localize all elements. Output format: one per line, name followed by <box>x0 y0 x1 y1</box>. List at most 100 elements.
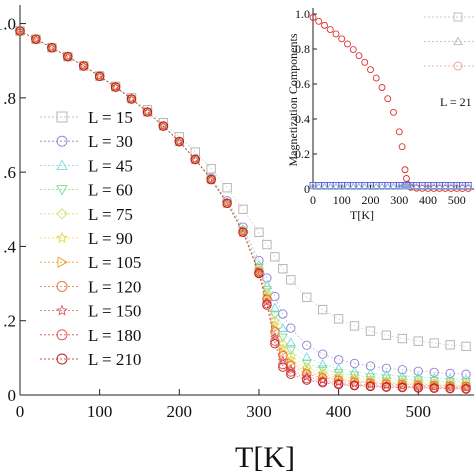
inset-y-tick-label: 0 <box>304 182 310 196</box>
data-point <box>94 70 105 81</box>
inset-data-point <box>366 182 375 190</box>
data-point <box>206 174 216 185</box>
data-point <box>397 382 407 393</box>
legend-marker <box>56 231 68 243</box>
data-point <box>317 359 328 368</box>
inset-data-point <box>401 166 409 174</box>
series-line <box>19 30 467 347</box>
inset-y-tick-label: 1.0 <box>295 7 310 21</box>
inset-data-point <box>389 182 398 190</box>
inset-data-point <box>315 17 323 25</box>
data-point <box>278 309 288 319</box>
data-point <box>278 359 288 370</box>
data-point <box>270 336 280 346</box>
inset-data-point <box>378 182 386 190</box>
inset-data-point <box>435 182 444 190</box>
legend-label: L = 90 <box>88 229 133 248</box>
data-point <box>285 346 296 356</box>
data-point <box>253 267 265 278</box>
data-point <box>286 369 296 379</box>
legend-marker <box>56 329 68 341</box>
x-tick-label: 100 <box>87 402 113 421</box>
data-point <box>158 120 169 131</box>
legend-label: L = 210 <box>88 350 141 369</box>
data-point <box>190 154 201 164</box>
inset-data-point <box>452 182 461 190</box>
inset-data-point <box>378 84 386 91</box>
data-point <box>190 154 200 165</box>
data-point <box>94 71 105 81</box>
data-point <box>302 369 312 379</box>
data-point <box>206 174 217 184</box>
data-point <box>381 330 392 340</box>
legend-marker <box>56 280 68 292</box>
inset-data-point <box>367 66 374 74</box>
legend-marker <box>56 111 68 123</box>
y-tick-label: .4 <box>3 237 16 256</box>
inset-y-tick-label: 0.6 <box>295 77 310 91</box>
data-point <box>334 374 344 384</box>
inset-data-point <box>429 182 438 190</box>
inset-data-point <box>344 40 351 48</box>
data-point <box>318 349 328 359</box>
legend-label: L = 30 <box>88 132 133 151</box>
y-tick-label: .6 <box>3 163 16 182</box>
inset-series-group <box>309 182 473 190</box>
data-point <box>279 347 288 358</box>
inset-data-point <box>412 182 421 190</box>
inset-background <box>283 0 474 230</box>
data-point <box>78 60 89 71</box>
series-line <box>19 30 467 389</box>
data-point <box>285 337 296 347</box>
data-point <box>262 239 272 250</box>
data-point <box>126 94 137 104</box>
series-group <box>15 26 471 394</box>
data-point <box>222 198 232 208</box>
inset-y-axis-title: Magnetization Components <box>286 33 300 166</box>
inset-x-tick-label: 200 <box>362 193 380 207</box>
data-point <box>286 367 296 377</box>
inset-data-point <box>355 182 363 190</box>
inset-data-point <box>390 108 397 116</box>
inset-legend-marker <box>453 61 463 71</box>
inset-data-point <box>332 182 340 190</box>
data-point <box>14 25 26 36</box>
legend-marker <box>56 304 68 316</box>
data-point <box>366 377 376 387</box>
data-point <box>286 275 296 285</box>
data-point <box>278 362 288 372</box>
data-point <box>270 252 280 262</box>
data-point <box>174 132 184 142</box>
data-point <box>270 327 280 337</box>
inset-data-point <box>349 46 357 53</box>
data-point <box>429 383 439 393</box>
inset-data-point <box>395 128 403 136</box>
legend-label: L = 60 <box>88 181 133 200</box>
inset-data-point <box>321 21 328 29</box>
inset-data-point <box>424 182 432 190</box>
data-point <box>333 379 344 390</box>
inset-annotation: L = 21 <box>440 95 472 109</box>
series-line <box>19 30 467 375</box>
inset-data-point <box>314 182 323 190</box>
data-point <box>63 51 73 62</box>
legend-label: L = 75 <box>88 205 133 224</box>
data-point <box>222 183 232 193</box>
data-point <box>142 107 153 117</box>
data-point <box>62 51 73 61</box>
data-point <box>110 82 121 92</box>
inset-data-point <box>326 26 334 34</box>
data-point <box>278 350 288 361</box>
data-point <box>318 304 328 315</box>
data-point <box>397 375 408 385</box>
data-point <box>285 363 296 374</box>
data-point <box>262 300 272 310</box>
inset-legend-marker <box>453 12 463 22</box>
legend-marker <box>56 159 68 170</box>
data-point <box>30 33 42 44</box>
inset-y-tick-label: 0.2 <box>295 147 310 161</box>
data-point <box>429 338 439 348</box>
y-tick-label: .8 <box>3 89 16 108</box>
data-point <box>238 204 248 214</box>
